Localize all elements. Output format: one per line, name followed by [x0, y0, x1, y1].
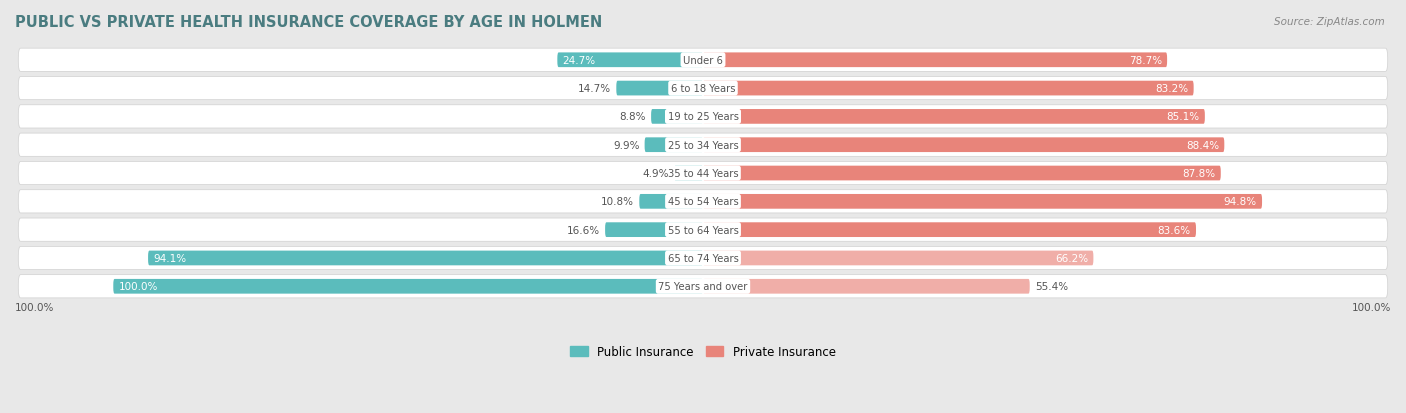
Text: 4.9%: 4.9% — [643, 169, 669, 178]
FancyBboxPatch shape — [148, 251, 703, 266]
Text: 16.6%: 16.6% — [567, 225, 600, 235]
FancyBboxPatch shape — [651, 110, 703, 124]
Text: 55 to 64 Years: 55 to 64 Years — [668, 225, 738, 235]
Text: 83.2%: 83.2% — [1156, 84, 1188, 94]
Text: 100.0%: 100.0% — [118, 282, 157, 292]
Text: 6 to 18 Years: 6 to 18 Years — [671, 84, 735, 94]
Text: 35 to 44 Years: 35 to 44 Years — [668, 169, 738, 178]
Text: 19 to 25 Years: 19 to 25 Years — [668, 112, 738, 122]
Legend: Public Insurance, Private Insurance: Public Insurance, Private Insurance — [565, 341, 841, 363]
FancyBboxPatch shape — [703, 279, 1029, 294]
Text: 83.6%: 83.6% — [1157, 225, 1191, 235]
FancyBboxPatch shape — [640, 195, 703, 209]
Text: 88.4%: 88.4% — [1185, 140, 1219, 150]
FancyBboxPatch shape — [703, 223, 1197, 237]
FancyBboxPatch shape — [18, 49, 1388, 72]
FancyBboxPatch shape — [703, 110, 1205, 124]
FancyBboxPatch shape — [616, 81, 703, 96]
FancyBboxPatch shape — [605, 223, 703, 237]
Text: 87.8%: 87.8% — [1182, 169, 1216, 178]
Text: 94.8%: 94.8% — [1223, 197, 1257, 207]
Text: Under 6: Under 6 — [683, 56, 723, 66]
Text: 10.8%: 10.8% — [602, 197, 634, 207]
FancyBboxPatch shape — [557, 53, 703, 68]
Text: 9.9%: 9.9% — [613, 140, 640, 150]
Text: 25 to 34 Years: 25 to 34 Years — [668, 140, 738, 150]
Text: PUBLIC VS PRIVATE HEALTH INSURANCE COVERAGE BY AGE IN HOLMEN: PUBLIC VS PRIVATE HEALTH INSURANCE COVER… — [15, 15, 602, 30]
FancyBboxPatch shape — [18, 247, 1388, 270]
FancyBboxPatch shape — [703, 138, 1225, 153]
FancyBboxPatch shape — [673, 166, 703, 181]
FancyBboxPatch shape — [703, 166, 1220, 181]
Text: 8.8%: 8.8% — [620, 112, 645, 122]
FancyBboxPatch shape — [18, 162, 1388, 185]
FancyBboxPatch shape — [18, 190, 1388, 214]
Text: 14.7%: 14.7% — [578, 84, 612, 94]
Text: 75 Years and over: 75 Years and over — [658, 282, 748, 292]
Text: 100.0%: 100.0% — [15, 302, 55, 312]
FancyBboxPatch shape — [703, 81, 1194, 96]
FancyBboxPatch shape — [18, 275, 1388, 298]
FancyBboxPatch shape — [703, 53, 1167, 68]
FancyBboxPatch shape — [114, 279, 703, 294]
FancyBboxPatch shape — [703, 251, 1094, 266]
Text: 65 to 74 Years: 65 to 74 Years — [668, 253, 738, 263]
Text: 55.4%: 55.4% — [1035, 282, 1069, 292]
FancyBboxPatch shape — [18, 77, 1388, 100]
Text: 100.0%: 100.0% — [1351, 302, 1391, 312]
FancyBboxPatch shape — [644, 138, 703, 153]
FancyBboxPatch shape — [18, 218, 1388, 242]
Text: 85.1%: 85.1% — [1167, 112, 1199, 122]
Text: 94.1%: 94.1% — [153, 253, 187, 263]
Text: Source: ZipAtlas.com: Source: ZipAtlas.com — [1274, 17, 1385, 26]
Text: 24.7%: 24.7% — [562, 56, 596, 66]
Text: 45 to 54 Years: 45 to 54 Years — [668, 197, 738, 207]
Text: 78.7%: 78.7% — [1129, 56, 1161, 66]
FancyBboxPatch shape — [703, 195, 1263, 209]
FancyBboxPatch shape — [18, 134, 1388, 157]
Text: 66.2%: 66.2% — [1054, 253, 1088, 263]
FancyBboxPatch shape — [18, 106, 1388, 129]
